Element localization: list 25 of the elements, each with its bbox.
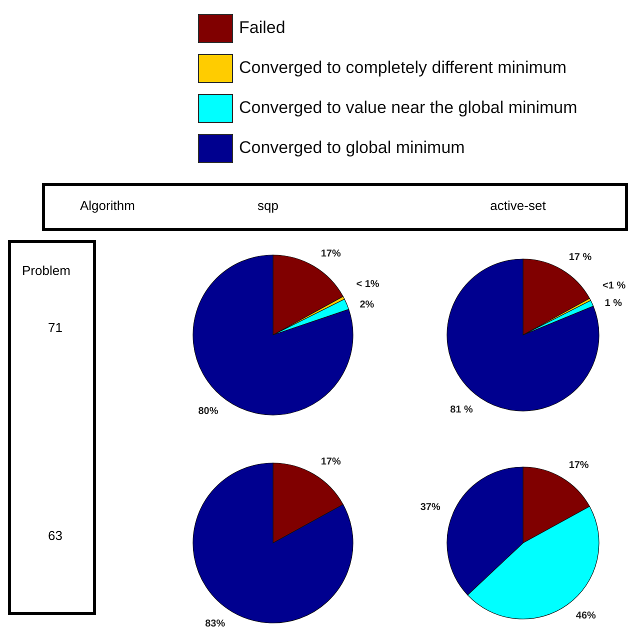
text: 71 xyxy=(48,320,62,335)
data-label: < 1% xyxy=(356,278,380,290)
pie-slice xyxy=(446,258,600,412)
data-label: 83% xyxy=(205,618,226,630)
text: 63 xyxy=(48,528,62,543)
data-label: 1 % xyxy=(604,298,622,309)
chart-title: active-set xyxy=(489,198,547,213)
data-label: 46% xyxy=(576,610,596,622)
data-label: 2% xyxy=(360,299,374,310)
data-label: 80% xyxy=(198,406,218,417)
legend-label: Converged to global minimum xyxy=(239,138,465,158)
data-label: <1 % xyxy=(602,280,626,292)
data-label: 17% xyxy=(320,456,341,468)
data-label: 37% xyxy=(420,502,441,513)
legend-label: Failed xyxy=(239,18,286,38)
text: Problem xyxy=(22,263,70,278)
text: Algorithm xyxy=(80,198,135,213)
data-label: 17% xyxy=(320,248,341,260)
pie-slice xyxy=(192,254,354,416)
data-label: 81 % xyxy=(450,404,473,416)
legend-label: Converged to value near the global minimum xyxy=(239,98,578,118)
data-label: 17% xyxy=(568,460,589,472)
legend-label: Converged to completely different minimum xyxy=(239,58,567,78)
text: sqp xyxy=(256,198,280,213)
data-label: 17 % xyxy=(568,252,592,264)
